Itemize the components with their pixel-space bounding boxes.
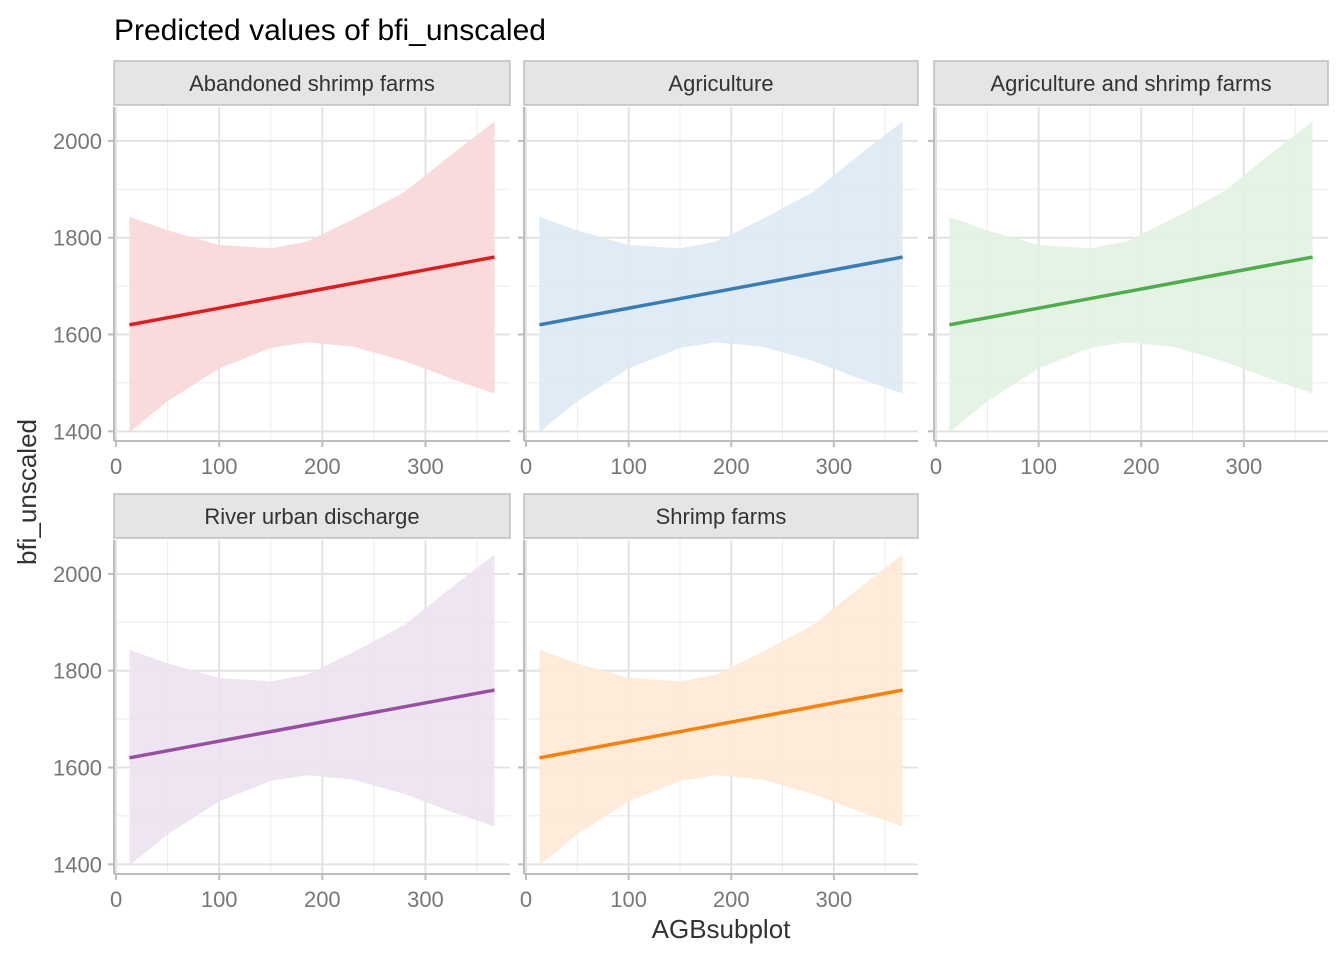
y-tick-label: 1400 [53, 852, 102, 877]
x-tick-label: 0 [110, 887, 122, 912]
x-tick-label: 0 [520, 887, 532, 912]
prediction-line [949, 255, 1313, 327]
prediction-line [129, 255, 495, 327]
x-tick-label: 200 [304, 887, 341, 912]
facet-strip [113, 493, 511, 539]
facet-panel: Abandoned shrimp farms 0 100 200 300 1400 1600… [53, 60, 511, 479]
facet-strip [113, 60, 511, 106]
facet-strip-label: River urban discharge [204, 504, 419, 529]
x-tick-label: 200 [713, 887, 750, 912]
x-tick-label: 200 [713, 454, 750, 479]
x-tick-label: 100 [610, 887, 647, 912]
y-tick-label: 2000 [53, 129, 102, 154]
confidence-band [949, 121, 1313, 433]
facet-strip-label: Agriculture and shrimp farms [990, 71, 1271, 96]
x-tick-label: 300 [816, 454, 853, 479]
y-tick-label: 1600 [53, 323, 102, 348]
x-tick-label: 300 [1226, 454, 1263, 479]
prediction-line [129, 688, 495, 760]
y-tick-label: 2000 [53, 562, 102, 587]
x-tick-label: 300 [407, 887, 444, 912]
facet-strip-label: Shrimp farms [656, 504, 787, 529]
confidence-band [129, 554, 495, 866]
facet-panel: Agriculture and shrimp farms 0 100 200 300 [928, 60, 1329, 479]
y-tick-label: 1600 [53, 756, 102, 781]
x-axis-label: AGBsubplot [652, 914, 792, 944]
facet-panel: River urban discharge 0 100 200 300 1400 1600 1… [53, 493, 511, 912]
x-tick-label: 100 [610, 454, 647, 479]
facet-strip [523, 493, 919, 539]
facet-strip-label: Abandoned shrimp farms [189, 71, 435, 96]
y-tick-label: 1800 [53, 226, 102, 251]
confidence-band [539, 554, 903, 866]
facet-strip [523, 60, 919, 106]
x-tick-label: 100 [1020, 454, 1057, 479]
x-tick-label: 100 [201, 454, 238, 479]
facet-strip-label: Agriculture [668, 71, 773, 96]
y-axis-label: bfi_unscaled [12, 419, 42, 565]
prediction-line [539, 255, 903, 327]
x-tick-label: 300 [407, 454, 444, 479]
chart-title: Predicted values of bfi_unscaled [114, 14, 546, 47]
x-tick-label: 0 [520, 454, 532, 479]
x-tick-label: 0 [110, 454, 122, 479]
x-tick-label: 0 [930, 454, 942, 479]
prediction-line [539, 688, 903, 760]
confidence-band [129, 121, 495, 433]
confidence-band [539, 121, 903, 433]
facet-panel: Agriculture 0 100 200 300 [518, 60, 919, 479]
x-tick-label: 300 [816, 887, 853, 912]
facet-strip [933, 60, 1329, 106]
facet-panel: Shrimp farms 0 100 200 300 [518, 493, 919, 912]
x-tick-label: 100 [201, 887, 238, 912]
y-tick-label: 1400 [53, 419, 102, 444]
x-tick-label: 200 [304, 454, 341, 479]
x-tick-label: 200 [1123, 454, 1160, 479]
y-tick-label: 1800 [53, 659, 102, 684]
